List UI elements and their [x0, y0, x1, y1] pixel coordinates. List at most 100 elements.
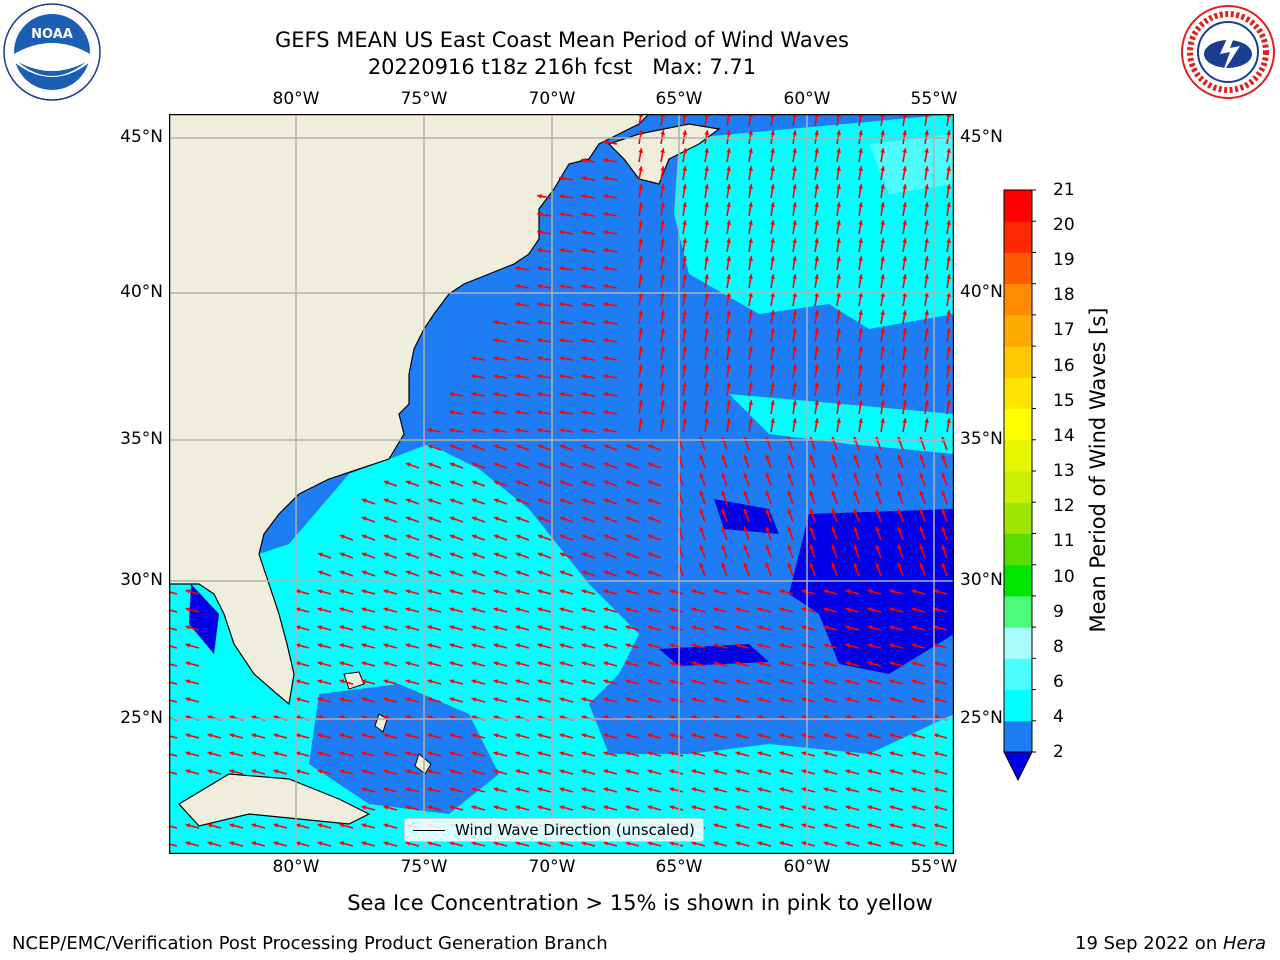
wave-direction-arrowhead — [946, 238, 951, 243]
wave-direction-arrowhead — [603, 284, 608, 289]
colorbar-segment — [1004, 471, 1032, 503]
wave-direction-arrowhead — [559, 410, 564, 415]
wave-direction-arrowhead — [647, 552, 653, 557]
wave-direction-arrowhead — [726, 184, 731, 189]
wave-direction-arrowhead — [682, 274, 687, 279]
wave-direction-arrowhead — [823, 679, 829, 684]
wave-direction-arrowhead — [493, 679, 499, 684]
wave-direction-arrowhead — [361, 751, 367, 756]
wave-direction-arrowhead — [603, 769, 609, 774]
wave-direction-arrowhead — [924, 220, 929, 225]
wave-direction-arrowhead — [449, 534, 455, 539]
wave-direction-arrowhead — [823, 805, 829, 810]
wave-direction-arrowhead — [185, 733, 191, 738]
colorbar-segment — [1004, 346, 1032, 378]
wave-direction-arrowhead — [185, 589, 191, 594]
wave-direction-arrowhead — [669, 805, 675, 810]
wave-direction-arrowhead — [559, 534, 565, 539]
wave-direction-arrowhead — [748, 130, 753, 135]
wave-direction-arrowhead — [787, 508, 792, 514]
wave-direction-arrowhead — [858, 202, 863, 207]
lon-label-bottom-55: 55°W — [910, 857, 958, 877]
wave-direction-arrowhead — [515, 284, 520, 289]
wave-direction-arrowhead — [603, 230, 608, 235]
wave-direction-arrowhead — [924, 400, 929, 405]
wave-direction-arrowhead — [229, 823, 235, 828]
wave-direction-arrowhead — [699, 508, 704, 514]
wave-direction-arrowhead — [361, 589, 367, 594]
wave-direction-arrowhead — [559, 733, 565, 738]
wave-direction-arrowhead — [770, 292, 775, 297]
lon-label-top-60: 60°W — [783, 89, 831, 109]
wave-direction-arrowhead — [814, 310, 819, 315]
wave-direction-arrowhead — [836, 166, 841, 171]
lat-label-right-25: 25°N — [960, 708, 1003, 728]
wave-direction-arrowhead — [471, 498, 477, 503]
wave-direction-arrowhead — [581, 158, 586, 163]
wave-direction-arrowhead — [880, 310, 885, 315]
wave-direction-arrowhead — [726, 382, 731, 387]
wave-direction-arrowhead — [801, 697, 807, 702]
wave-direction-arrowhead — [770, 148, 775, 153]
wave-direction-arrowhead — [493, 751, 499, 756]
wave-direction-arrowhead — [581, 570, 587, 575]
wave-direction-arrowhead — [814, 130, 819, 135]
wave-direction-arrowhead — [559, 248, 564, 253]
wave-direction-arrowhead — [787, 544, 792, 550]
wave-direction-arrowhead — [836, 400, 841, 405]
wave-direction-arrowhead — [638, 256, 643, 261]
wave-direction-arrowhead — [537, 480, 543, 485]
wave-direction-arrowhead — [770, 310, 775, 315]
wave-direction-arrowhead — [647, 462, 653, 467]
wave-direction-arrowhead — [603, 751, 609, 756]
wave-direction-arrowhead — [880, 166, 885, 171]
wave-direction-arrowhead — [471, 697, 477, 702]
wave-direction-arrowhead — [625, 661, 631, 666]
wave-direction-arrowhead — [814, 220, 819, 225]
wave-direction-arrowhead — [537, 444, 543, 449]
wave-direction-arrowhead — [924, 274, 929, 279]
wave-direction-arrowhead — [537, 516, 543, 521]
wave-direction-arrowhead — [603, 356, 608, 361]
wave-direction-arrowhead — [757, 643, 763, 648]
wave-direction-arrowhead — [792, 256, 797, 261]
wave-direction-arrowhead — [581, 498, 587, 503]
wave-direction-arrowhead — [765, 508, 770, 514]
wave-direction-arrowhead — [691, 589, 697, 594]
colorbar-tick-19: 19 — [1053, 250, 1075, 270]
wave-direction-arrowhead — [735, 643, 741, 648]
wave-direction-arrowhead — [889, 805, 895, 810]
wave-direction-arrowhead — [721, 544, 726, 550]
wave-direction-arrowhead — [836, 418, 841, 423]
wave-direction-arrowhead — [889, 661, 895, 666]
wave-direction-arrowhead — [339, 751, 345, 756]
wave-direction-arrowhead — [581, 230, 586, 235]
wave-direction-arrowhead — [405, 643, 411, 648]
wave-band-4-6-mid — [729, 394, 954, 454]
wave-direction-arrowhead — [581, 805, 587, 810]
wave-direction-arrowhead — [770, 274, 775, 279]
wave-direction-arrowhead — [383, 589, 389, 594]
wave-direction-arrowhead — [704, 148, 709, 153]
wave-direction-arrowhead — [449, 625, 455, 630]
wave-direction-arrowhead — [449, 410, 454, 415]
wave-direction-arrowhead — [537, 697, 543, 702]
wave-direction-arrowhead — [603, 392, 608, 397]
wave-direction-arrowhead — [383, 643, 389, 648]
wave-direction-arrowhead — [625, 534, 631, 539]
wave-direction-arrowhead — [880, 418, 885, 423]
wave-direction-arrowhead — [647, 787, 653, 792]
wave-direction-arrowhead — [361, 769, 367, 774]
wave-direction-arrowhead — [229, 769, 235, 774]
wave-direction-arrowhead — [493, 516, 499, 521]
wave-direction-arrowhead — [603, 570, 609, 575]
wave-direction-arrowhead — [867, 733, 873, 738]
wave-direction-arrowhead — [691, 643, 697, 648]
wave-direction-arrowhead — [383, 516, 389, 521]
colorbar-segment — [1004, 190, 1032, 222]
wave-direction-arrowhead — [647, 679, 653, 684]
wave-direction-arrowhead — [770, 400, 775, 405]
wave-direction-arrowhead — [726, 238, 731, 243]
wave-direction-arrowhead — [814, 400, 819, 405]
wave-direction-arrowhead — [581, 320, 586, 325]
